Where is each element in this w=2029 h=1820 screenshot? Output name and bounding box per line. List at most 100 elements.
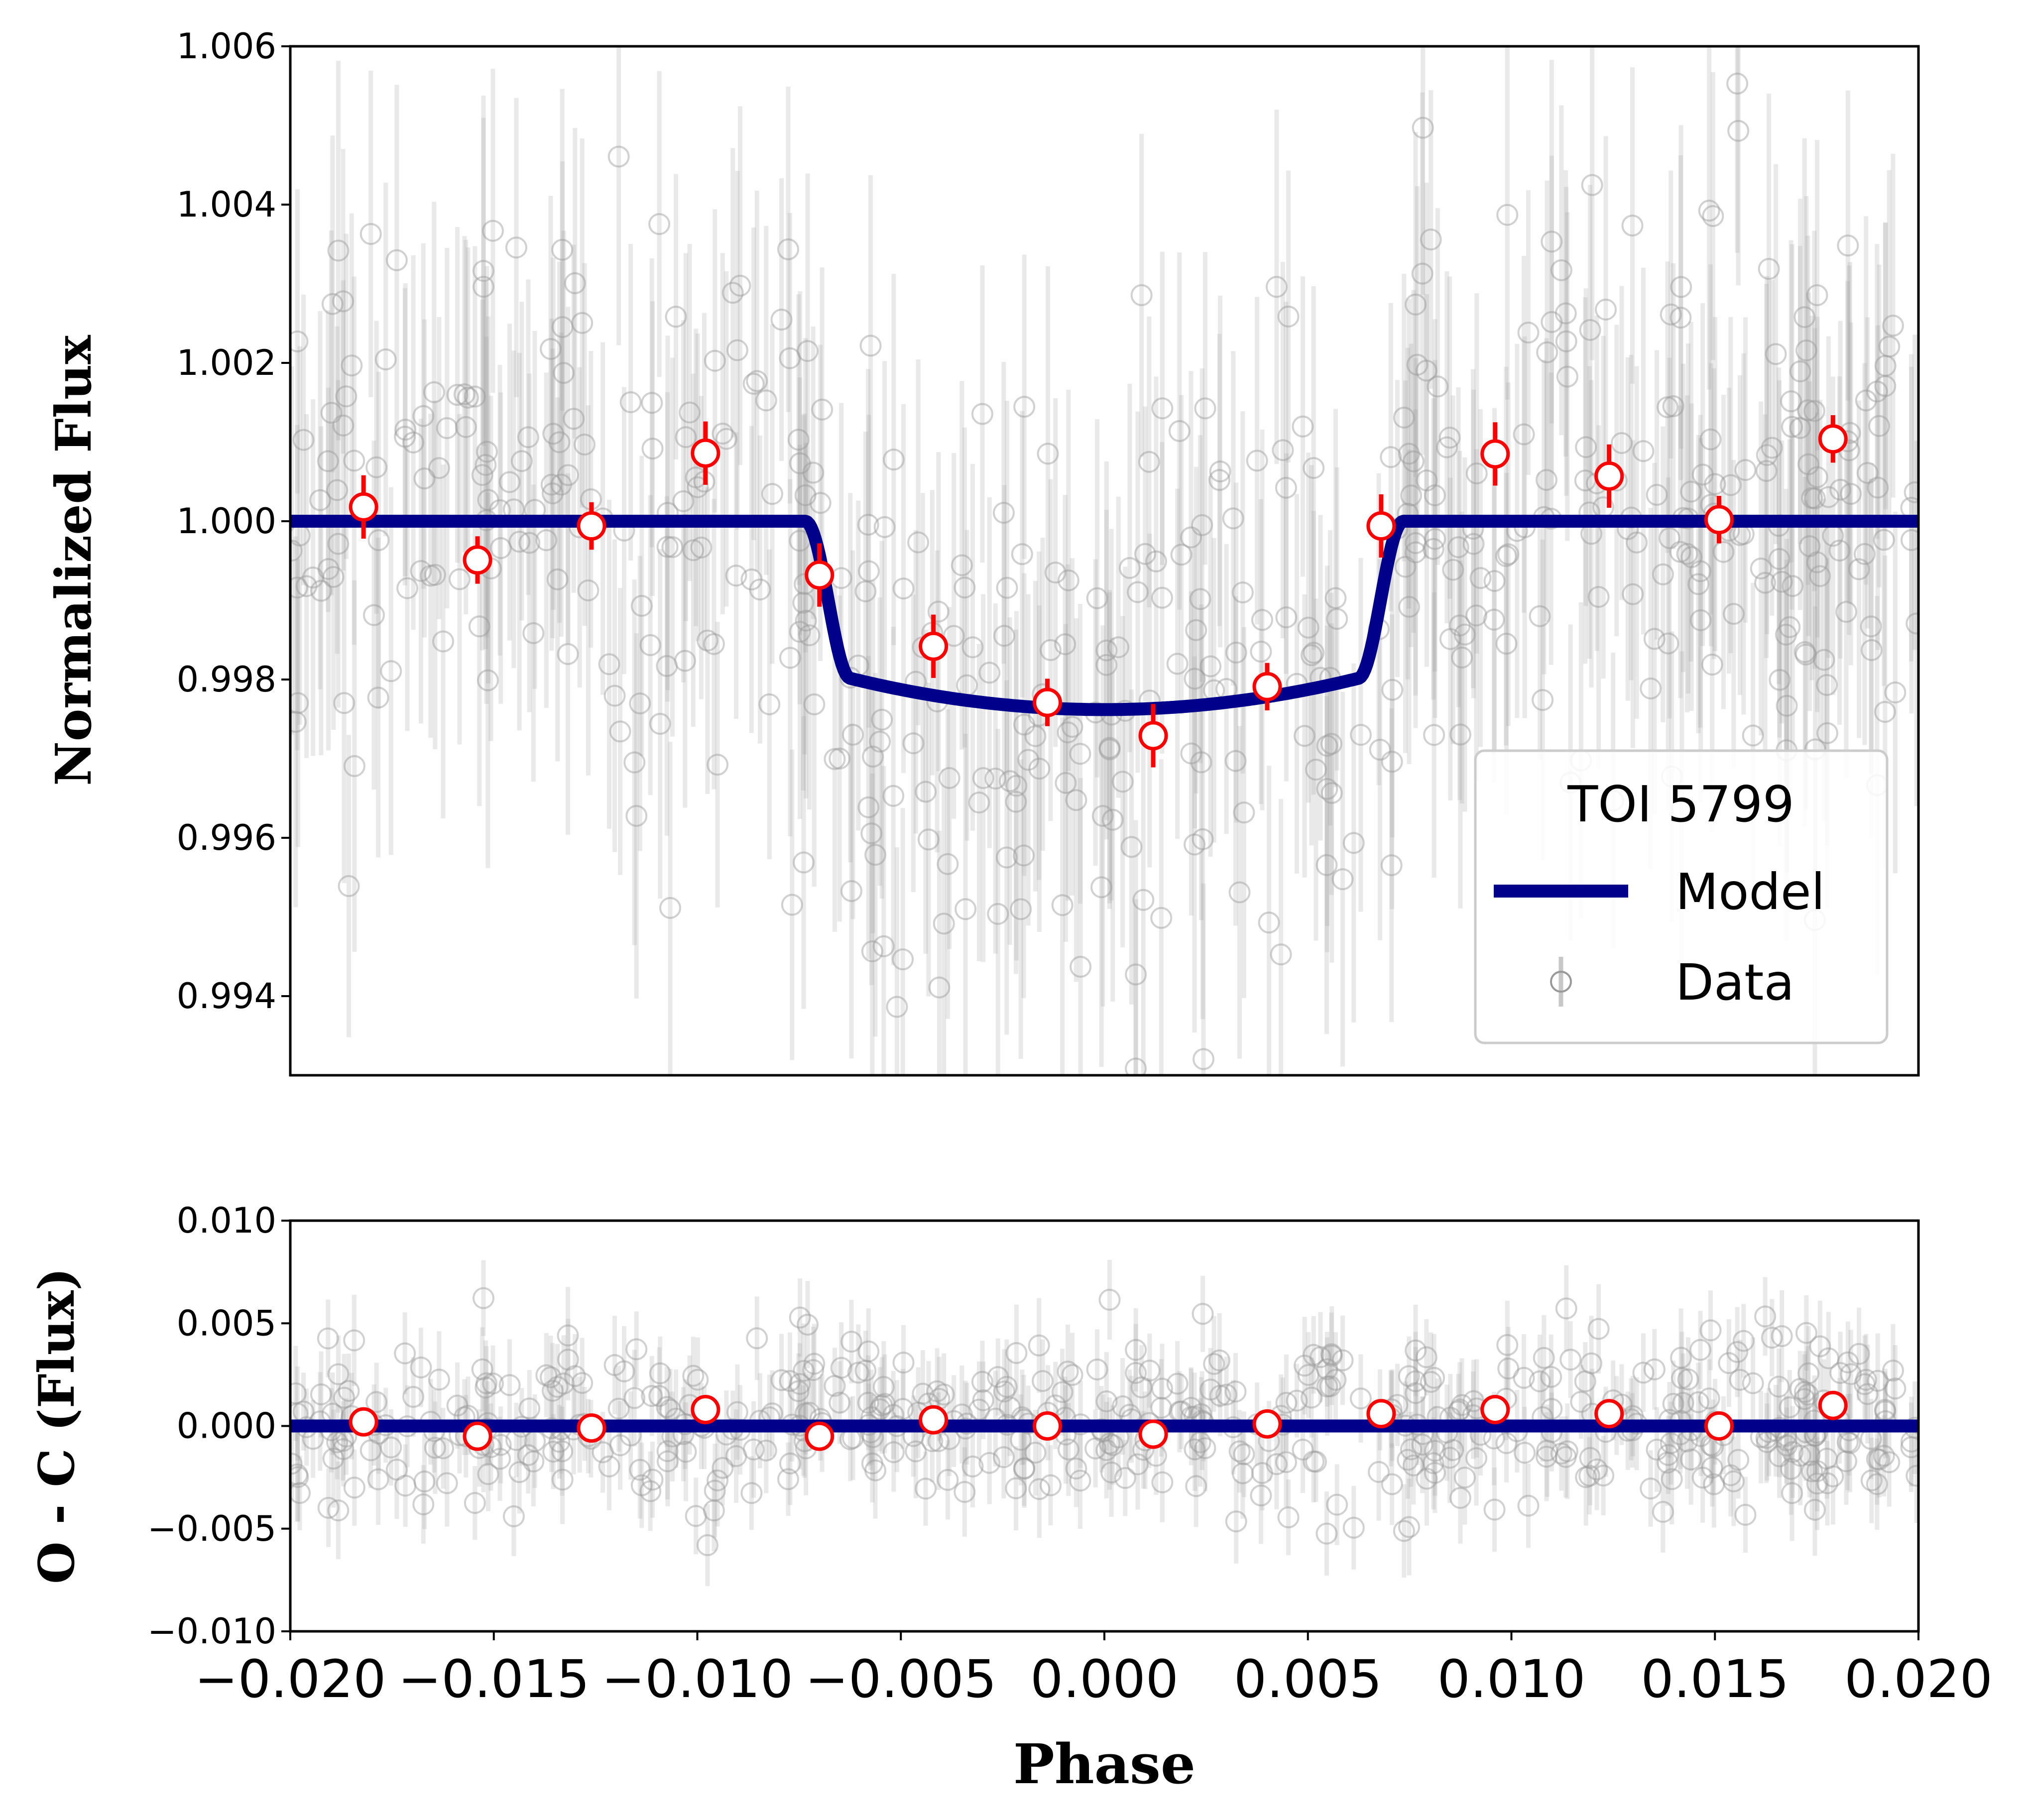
residual-data-point (1514, 1442, 1536, 1464)
residual-data-point (1701, 1457, 1723, 1479)
residual-data-point (1672, 1391, 1694, 1414)
raw-data-point (1860, 615, 1882, 638)
raw-data-point (1028, 758, 1051, 780)
raw-data-point (1394, 556, 1417, 578)
binned-data-series (349, 415, 1848, 768)
raw-data-point (1734, 459, 1757, 481)
raw-data-point (1712, 541, 1735, 563)
residual-data-point (310, 1383, 332, 1405)
raw-data-point (1275, 476, 1297, 499)
raw-data-point (1761, 437, 1783, 459)
raw-data-point (1702, 205, 1724, 228)
raw-data-point (1012, 844, 1035, 867)
residual-data-point (648, 1385, 671, 1407)
residual-data-point (1513, 1366, 1535, 1389)
raw-data-point (1424, 484, 1446, 506)
residual-data-point (564, 1365, 586, 1387)
raw-data-point (548, 431, 571, 454)
raw-data-point (1233, 801, 1255, 824)
residual-data-point (871, 1394, 893, 1417)
raw-data-point (540, 473, 563, 496)
residual-data-point (333, 1386, 356, 1409)
raw-data-point (419, 565, 442, 587)
raw-data-point (656, 536, 679, 558)
raw-data-point (1057, 569, 1079, 591)
raw-data-point (1024, 725, 1047, 747)
raw-data-point (675, 426, 697, 449)
residuals-y-ticks: −0.010 −0.005 0.000 0.005 0.010 (147, 1200, 290, 1652)
residual-data-point (1900, 1436, 1918, 1459)
raw-data-point (333, 692, 356, 714)
residual-data-point (1151, 1377, 1173, 1400)
residual-data-point (1662, 1392, 1684, 1415)
raw-data-point (1622, 583, 1644, 605)
raw-data-point (385, 249, 408, 271)
raw-data-point (1806, 284, 1828, 306)
raw-data-point (704, 349, 726, 372)
raw-data-point (1118, 557, 1141, 579)
raw-data-point (402, 431, 425, 454)
residual-data-point (1069, 1470, 1091, 1492)
raw-data-point (840, 880, 862, 902)
x-tick-label: −0.005 (805, 1649, 997, 1709)
raw-data-point (1010, 898, 1032, 920)
raw-data-point (542, 423, 565, 445)
raw-data-point (779, 647, 801, 669)
binned-point (463, 545, 492, 575)
residual-data-point (1039, 1474, 1062, 1496)
residual-data-point (961, 1455, 984, 1478)
residual-data-point (1125, 1339, 1147, 1361)
residual-data-point (1803, 1498, 1826, 1521)
raw-data-point (623, 751, 646, 774)
raw-data-point (749, 578, 771, 601)
residual-data-point (1742, 1372, 1764, 1394)
raw-data-point (1755, 460, 1778, 482)
raw-data-point (777, 238, 799, 260)
raw-data-point (317, 450, 339, 472)
raw-data-series (290, 46, 1918, 1075)
residual-data-point (1868, 1448, 1891, 1471)
residual-data-point (317, 1496, 340, 1519)
residual-data-point (1084, 1437, 1107, 1460)
residual-data-point (1789, 1445, 1811, 1467)
raw-data-point (1517, 322, 1540, 344)
raw-data-point (1422, 538, 1444, 560)
raw-data-point (1228, 881, 1251, 904)
residual-data-point (1578, 1465, 1601, 1487)
residual-data-point (649, 1362, 671, 1384)
residual-data-point (1687, 1391, 1710, 1413)
raw-data-point (1305, 759, 1327, 781)
raw-data-point (907, 531, 930, 554)
raw-data-point (1726, 72, 1749, 95)
residual-data-point (338, 1380, 360, 1402)
raw-data-point (1166, 653, 1189, 675)
residual-data-point (1718, 1352, 1740, 1374)
residual-data-point (992, 1446, 1015, 1469)
raw-data-point (1180, 526, 1202, 549)
raw-data-point (1587, 586, 1610, 608)
residual-data-point (489, 1448, 511, 1470)
residual-data-point (446, 1394, 469, 1417)
residual-data-point (1483, 1498, 1506, 1521)
raw-data-point (802, 461, 825, 484)
raw-data-point (928, 976, 951, 999)
residual-data-point (365, 1391, 388, 1413)
residual-data-point (704, 1479, 726, 1502)
residual-data-point (1657, 1444, 1679, 1466)
raw-data-point (1687, 573, 1710, 595)
raw-data-point (892, 948, 914, 971)
residual-data-point (290, 1463, 308, 1485)
residual-data-point (522, 1450, 545, 1473)
raw-data-point (1184, 668, 1206, 690)
residual-data-point (1554, 1446, 1577, 1468)
raw-data-point (1415, 359, 1437, 382)
residual-data-point (1782, 1441, 1804, 1463)
residual-data-point (687, 1368, 709, 1391)
residual-data-point (857, 1340, 880, 1363)
raw-data-point (1497, 543, 1520, 566)
raw-data-point (1837, 234, 1859, 257)
residual-data-point (656, 1450, 679, 1473)
